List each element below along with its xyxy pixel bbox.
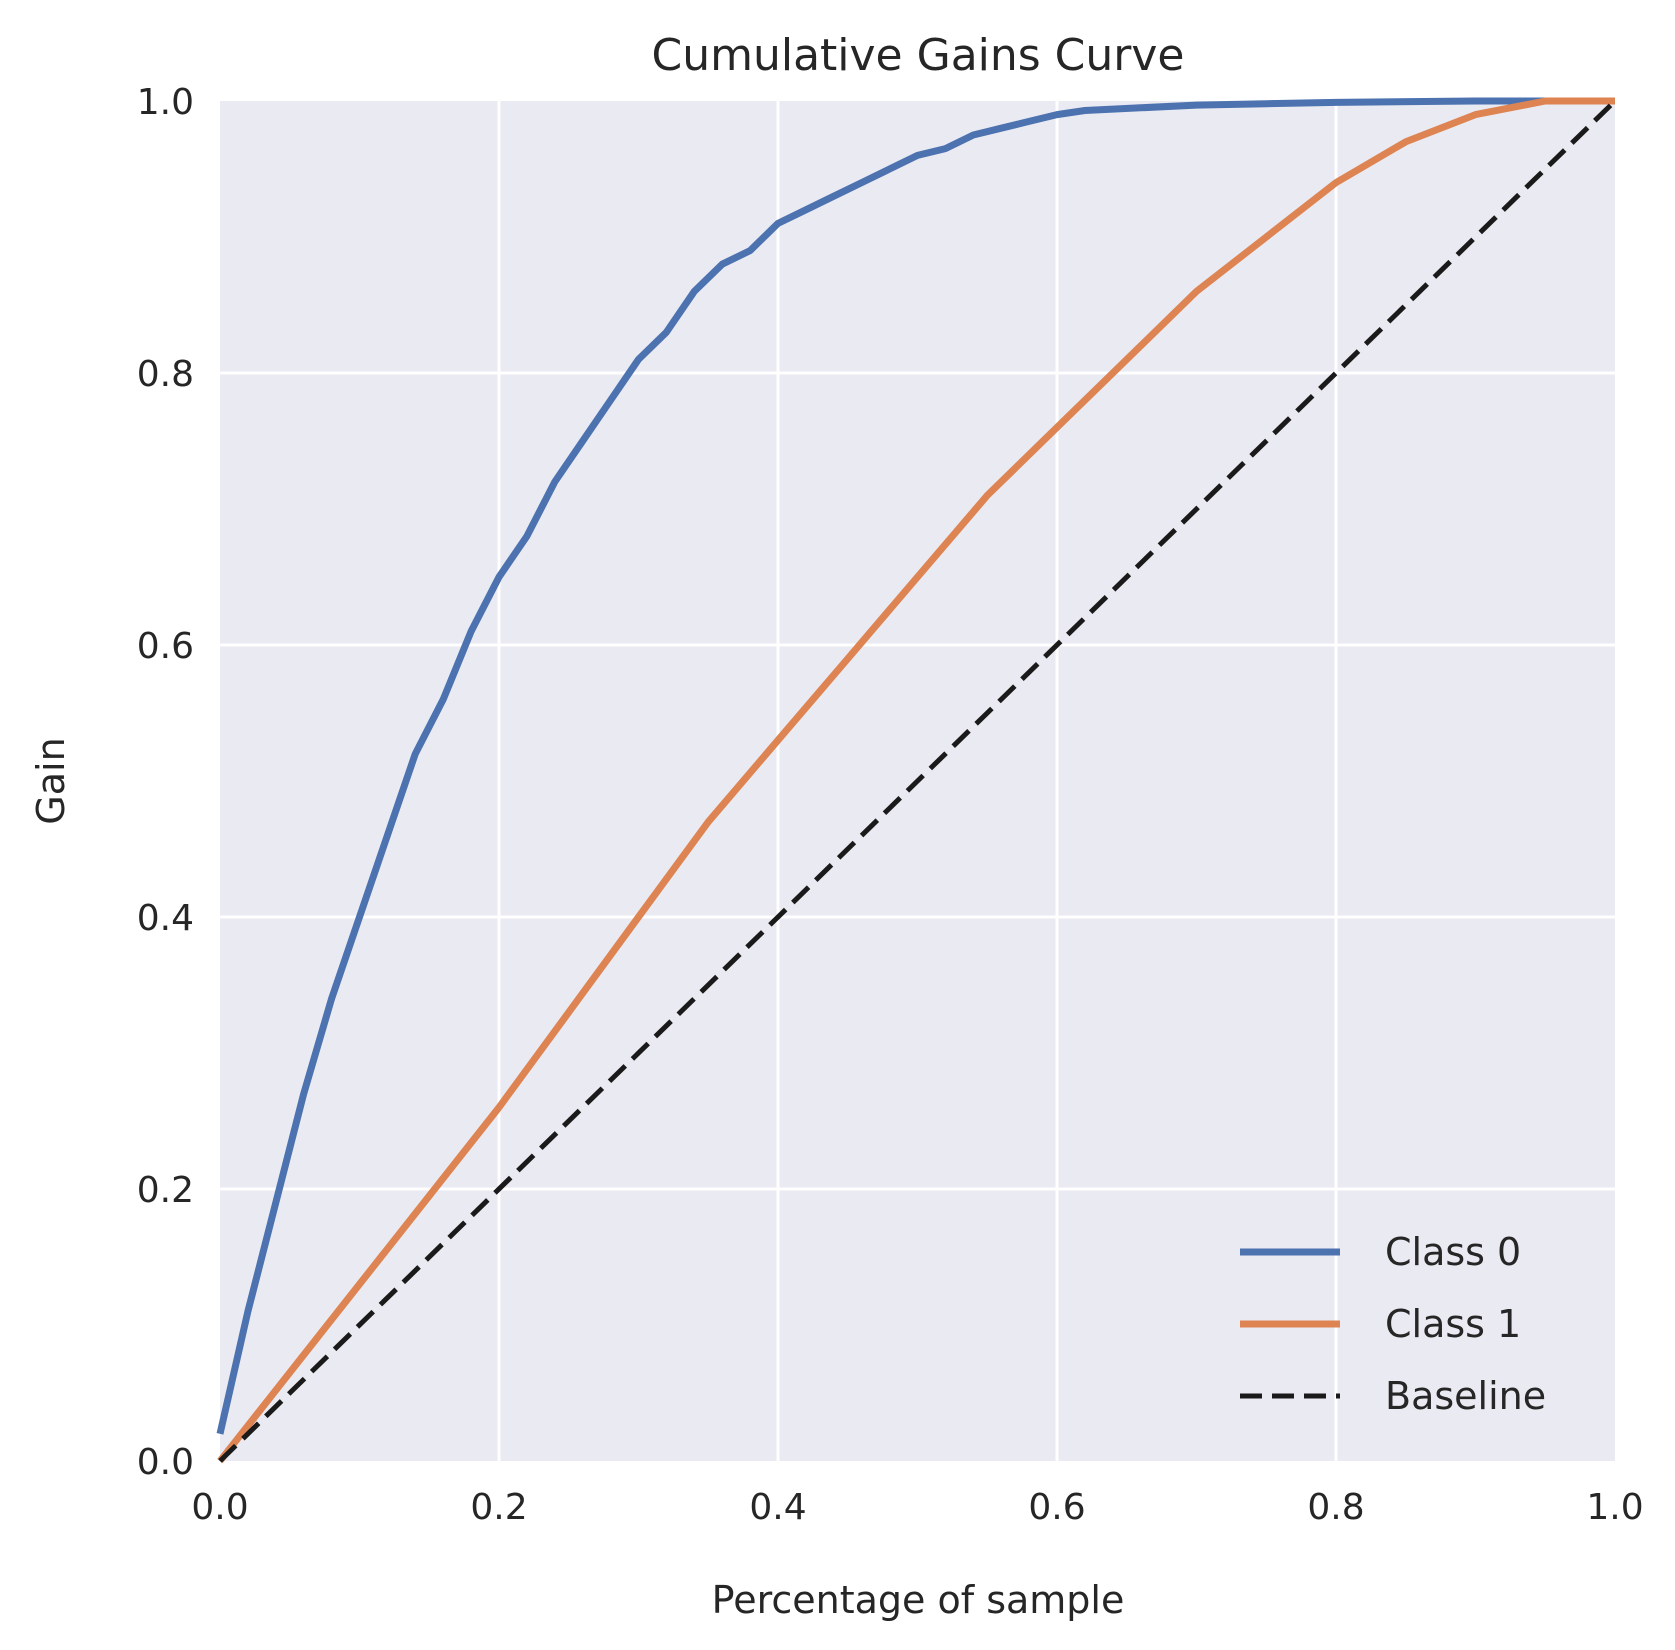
legend-label: Class 1 <box>1385 1302 1521 1346</box>
legend: Class 0 Class 1 Baseline <box>1240 1230 1546 1418</box>
x-tick-label: 1.0 <box>1586 1487 1643 1528</box>
chart-title: Cumulative Gains Curve <box>651 30 1184 81</box>
legend-label: Baseline <box>1385 1374 1546 1418</box>
x-tick-label: 0.0 <box>191 1487 248 1528</box>
series-layer <box>216 97 1617 1464</box>
y-tick-label: 0.4 <box>137 898 194 939</box>
x-tick-label: 0.2 <box>470 1487 527 1528</box>
y-tick-label: 0.0 <box>137 1442 194 1483</box>
x-tick-label: 0.4 <box>749 1487 806 1528</box>
y-tick-label: 0.2 <box>137 1170 194 1211</box>
x-tick-label: 0.6 <box>1028 1487 1085 1528</box>
legend-label: Class 0 <box>1385 1230 1521 1274</box>
series-line-baseline <box>218 99 1617 1463</box>
series-line-class-1 <box>217 97 1615 1464</box>
tick-labels: 0.0 0.2 0.4 0.6 0.8 1.0 0.0 0.2 0.4 0.6 0.8 1.0 <box>137 82 1644 1528</box>
x-tick-label: 0.8 <box>1307 1487 1364 1528</box>
y-tick-label: 1.0 <box>137 82 194 123</box>
y-axis-label: Gain <box>29 737 73 824</box>
grid-lines <box>220 101 1615 1461</box>
y-tick-label: 0.6 <box>137 626 194 667</box>
series-line-class-0 <box>216 97 1615 1435</box>
y-tick-label: 0.8 <box>137 354 194 395</box>
x-axis-label: Percentage of sample <box>712 1578 1125 1622</box>
